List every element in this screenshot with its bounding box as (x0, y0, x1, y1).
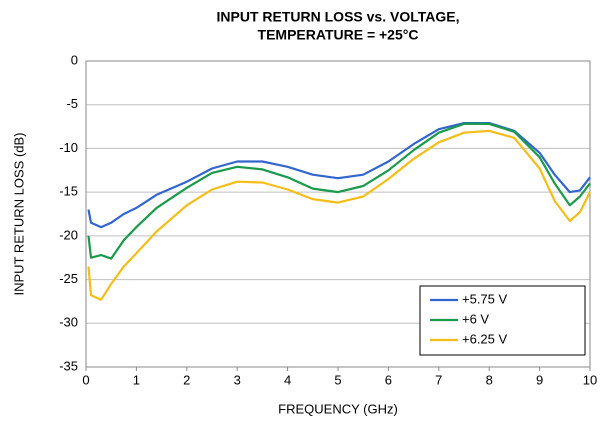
legend-label: +6 V (462, 311, 489, 326)
y-tick-label: -35 (59, 358, 78, 373)
x-tick-label: 1 (133, 372, 140, 387)
x-tick-label: 10 (583, 372, 597, 387)
y-tick-label: -20 (59, 227, 78, 242)
chart-title: TEMPERATURE = +25°C (258, 27, 419, 43)
x-tick-label: 8 (486, 372, 493, 387)
x-tick-label: 6 (385, 372, 392, 387)
chart-title: INPUT RETURN LOSS vs. VOLTAGE, (217, 9, 460, 25)
series-line (87, 122, 591, 260)
legend-label: +6.25 V (462, 331, 508, 346)
x-axis-label: FREQUENCY (GHz) (278, 401, 398, 416)
x-tick-label: 5 (334, 372, 341, 387)
x-tick-label: 9 (536, 372, 543, 387)
series-line (87, 121, 591, 229)
x-tick-label: 0 (82, 372, 89, 387)
x-tick-label: 4 (284, 372, 291, 387)
plot-frame (85, 60, 591, 368)
y-tick-label: -30 (59, 315, 78, 330)
y-tick-label: -5 (66, 96, 78, 111)
x-tick-label: 3 (234, 372, 241, 387)
x-tick-label: 7 (435, 372, 442, 387)
legend-label: +5.75 V (462, 291, 508, 306)
y-tick-label: -25 (59, 271, 78, 286)
x-tick-label: 2 (183, 372, 190, 387)
y-axis-label: INPUT RETURN LOSS (dB) (11, 132, 26, 295)
y-tick-label: -15 (59, 184, 78, 199)
series-line (87, 129, 591, 301)
y-tick-label: -10 (59, 140, 78, 155)
y-tick-label: 0 (71, 52, 78, 67)
